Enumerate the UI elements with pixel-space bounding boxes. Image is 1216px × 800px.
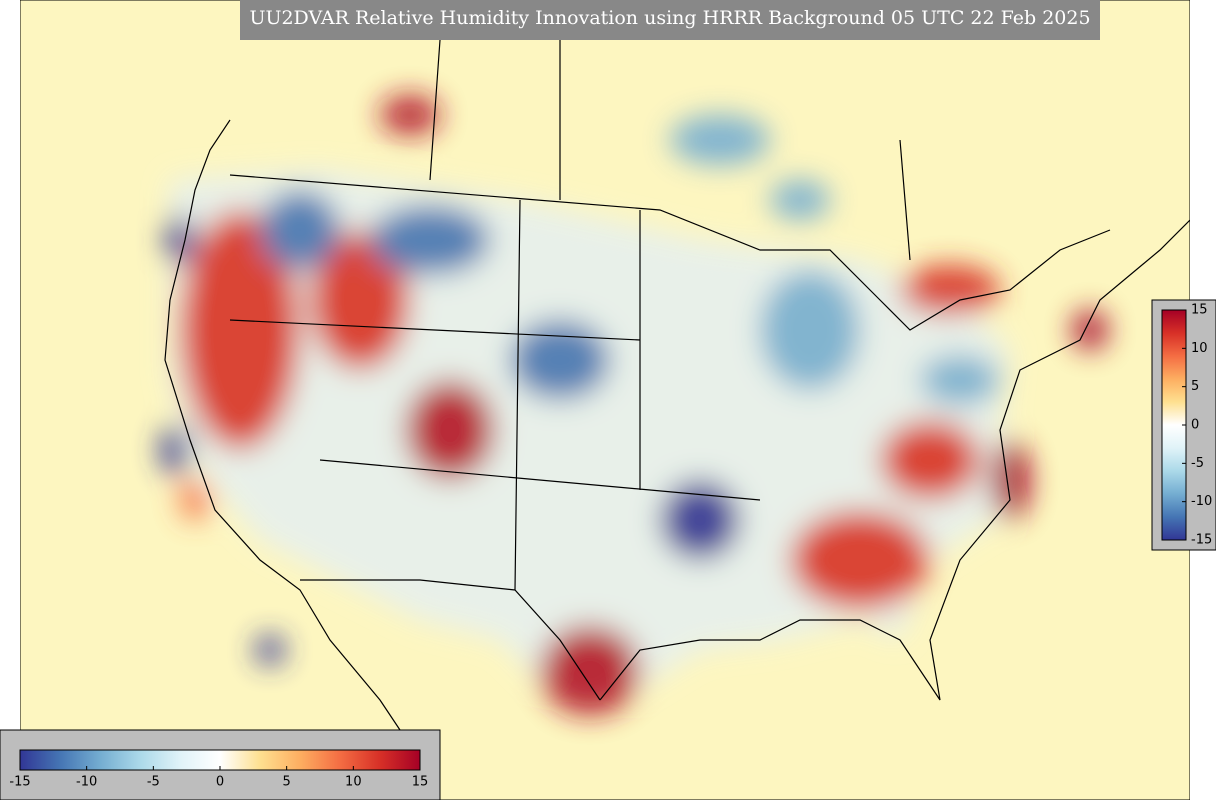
colorbar-tick-label: 5	[283, 775, 291, 790]
colorbar-tick-label: -10	[76, 775, 97, 790]
boundaries	[164, 39, 1190, 761]
colorbar-tick-label: -15	[9, 775, 30, 790]
colorbar-tick-label: -10	[1191, 494, 1212, 509]
title-box	[240, 0, 1100, 40]
map-area	[20, 0, 1190, 800]
colorbar-tick-label: 15	[1191, 303, 1208, 318]
colorbar-tick-label: 15	[412, 775, 429, 790]
colorbar-tick-label: 0	[1191, 418, 1199, 433]
colorbar-tick-label: 0	[216, 775, 224, 790]
colorbar-tick-label: -5	[1191, 456, 1204, 471]
colorbar-tick-label: -5	[147, 775, 160, 790]
colorbar-tick-label: 10	[1191, 341, 1208, 356]
innovation-field	[160, 95, 1108, 715]
colorbar-tick-label: 10	[345, 775, 362, 790]
colorbar-tick-label: 5	[1191, 379, 1199, 394]
colorbar-tick-label: -15	[1191, 533, 1212, 548]
map-title: UU2DVAR Relative Humidity Innovation usi…	[249, 7, 1090, 29]
